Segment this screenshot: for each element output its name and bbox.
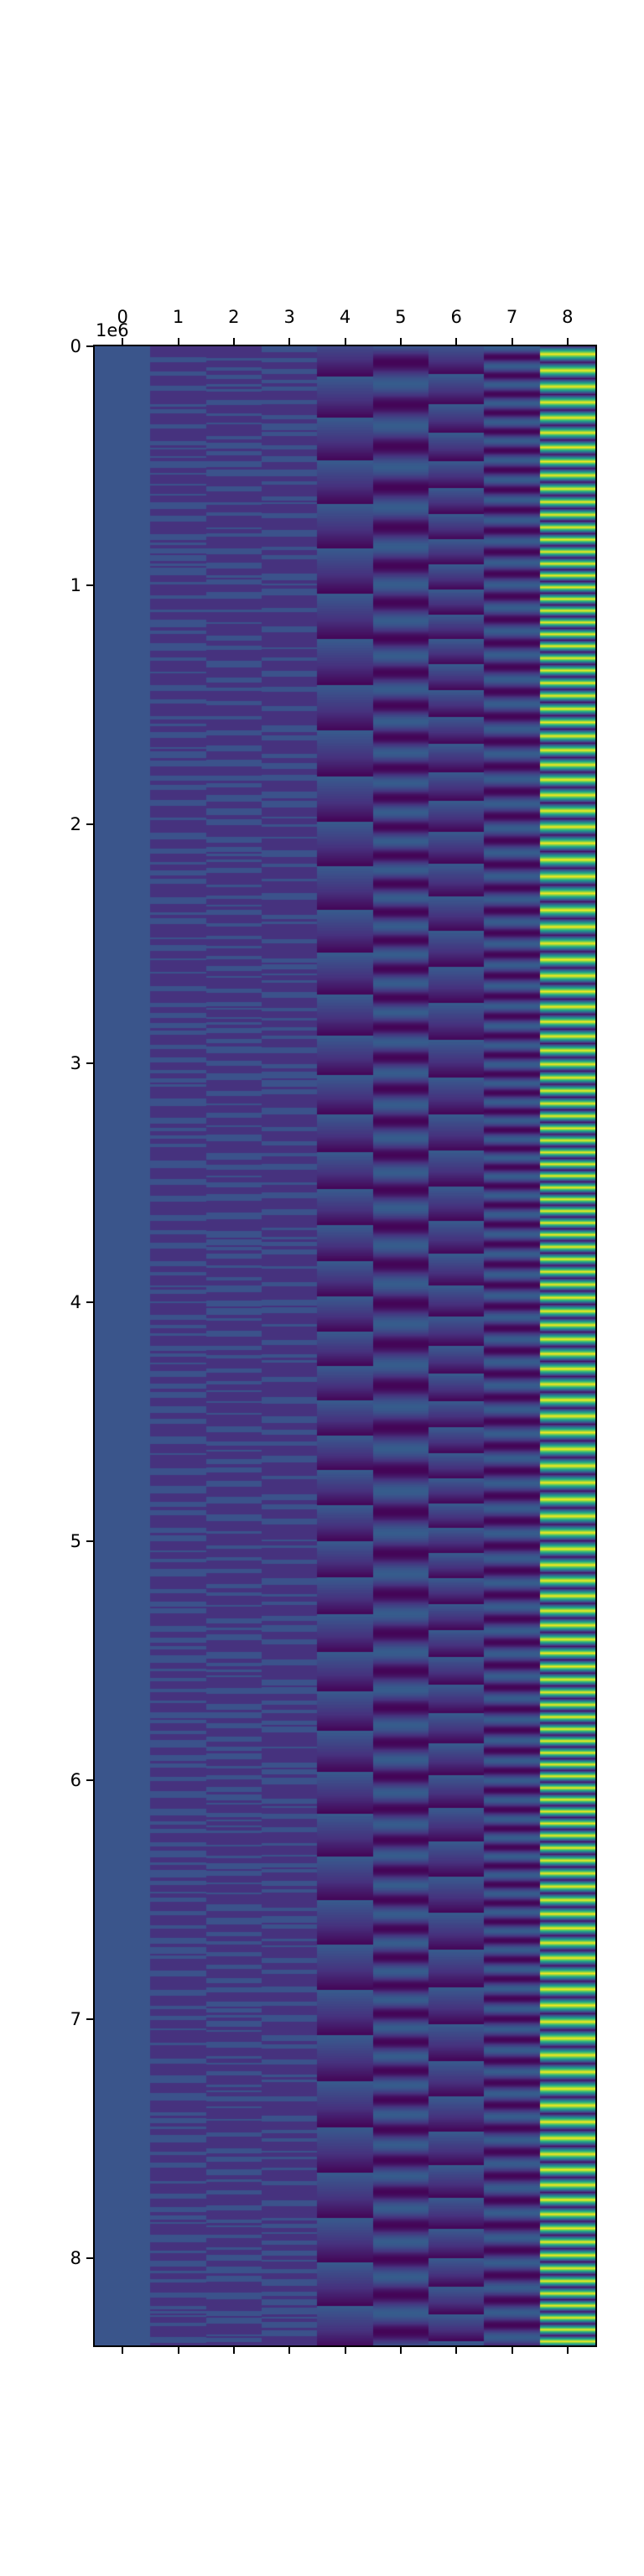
heatmap-canvas: [95, 346, 595, 2345]
x-tick-mark-bottom: [566, 2347, 569, 2354]
x-tick-mark-top: [232, 338, 235, 345]
y-tick-mark: [86, 823, 93, 825]
x-tick-mark-bottom: [455, 2347, 458, 2354]
y-tick-mark: [86, 584, 93, 586]
x-tick-mark-bottom: [232, 2347, 235, 2354]
x-tick-mark-top: [344, 338, 346, 345]
y-tick-mark: [86, 2257, 93, 2259]
y-tick-mark: [86, 1540, 93, 1542]
x-tick-label: 8: [562, 307, 574, 327]
y-tick-label: 3: [70, 1053, 81, 1073]
plot-area: [93, 345, 597, 2347]
x-tick-mark-bottom: [177, 2347, 179, 2354]
x-tick-label: 6: [450, 307, 462, 327]
x-tick-mark-bottom: [399, 2347, 402, 2354]
x-tick-label: 5: [395, 307, 407, 327]
y-tick-mark: [86, 1062, 93, 1064]
x-tick-label: 1: [172, 307, 184, 327]
y-tick-label: 8: [70, 2248, 81, 2268]
x-tick-label: 0: [117, 307, 128, 327]
x-tick-mark-bottom: [288, 2347, 291, 2354]
y-axis-offset-text: 1e6: [96, 320, 129, 340]
y-tick-label: 6: [70, 1770, 81, 1790]
x-tick-label: 3: [283, 307, 295, 327]
x-tick-label: 7: [506, 307, 518, 327]
x-tick-mark-top: [177, 338, 179, 345]
x-tick-mark-top: [455, 338, 458, 345]
y-tick-mark: [86, 1301, 93, 1303]
y-tick-label: 0: [70, 336, 81, 356]
y-tick-label: 4: [70, 1292, 81, 1312]
x-tick-mark-top: [122, 338, 124, 345]
y-tick-mark: [86, 2018, 93, 2020]
y-tick-label: 5: [70, 1531, 81, 1551]
x-tick-label: 2: [228, 307, 240, 327]
y-tick-mark: [86, 345, 93, 347]
y-tick-mark: [86, 1779, 93, 1781]
x-tick-mark-top: [511, 338, 513, 345]
x-tick-mark-top: [399, 338, 402, 345]
y-tick-label: 1: [70, 575, 81, 595]
y-tick-label: 7: [70, 2009, 81, 2029]
x-tick-mark-top: [288, 338, 291, 345]
y-tick-label: 2: [70, 814, 81, 834]
x-tick-mark-top: [566, 338, 569, 345]
x-tick-label: 4: [339, 307, 351, 327]
x-tick-mark-bottom: [122, 2347, 124, 2354]
x-tick-mark-bottom: [511, 2347, 513, 2354]
x-tick-mark-bottom: [344, 2347, 346, 2354]
